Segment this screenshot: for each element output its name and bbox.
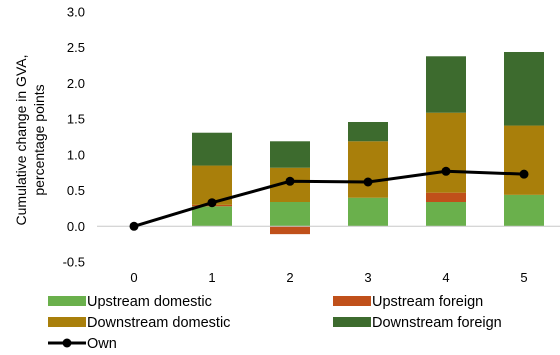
legend-label: Downstream foreign xyxy=(372,315,502,331)
legend-label: Upstream foreign xyxy=(372,294,483,310)
x-tick-label: 5 xyxy=(520,270,527,285)
own-point xyxy=(207,198,217,208)
own-point xyxy=(285,176,295,186)
x-tick-label: 2 xyxy=(286,270,293,285)
bar-segment xyxy=(192,132,232,166)
own-point xyxy=(129,221,139,231)
bar-segment xyxy=(426,202,466,227)
bar-segment xyxy=(348,141,388,198)
y-tick-label: 2.5 xyxy=(67,40,85,55)
bars xyxy=(192,52,544,235)
y-axis-title-line2: percentage points xyxy=(31,84,47,195)
y-tick-label: 3.0 xyxy=(67,5,85,20)
legend-label: Upstream domestic xyxy=(87,294,212,310)
bar-segment xyxy=(348,122,388,142)
legend-swatch xyxy=(48,296,86,306)
y-tick-label: 0.5 xyxy=(67,183,85,198)
bar-segment xyxy=(348,197,388,227)
y-tick-label: 0.0 xyxy=(67,219,85,234)
x-tick-label: 3 xyxy=(364,270,371,285)
bar-segment xyxy=(426,112,466,193)
x-tick-label: 4 xyxy=(442,270,449,285)
own-point xyxy=(363,177,373,187)
own-point xyxy=(441,166,451,176)
x-tick-label: 0 xyxy=(130,270,137,285)
legend-swatch xyxy=(48,317,86,327)
legend-label: Downstream domestic xyxy=(87,315,230,331)
own-line-series xyxy=(129,166,529,231)
bar-segment xyxy=(504,194,544,227)
legend: Upstream domestic Upstream foreign Downstr… xyxy=(48,294,502,352)
own-line xyxy=(133,169,525,228)
y-tick-label: 1.5 xyxy=(67,112,85,127)
bar-segment xyxy=(270,226,310,235)
legend-label: Own xyxy=(87,336,117,352)
y-axis-ticks: -0.5 0.0 0.5 1.0 1.5 2.0 2.5 3.0 xyxy=(63,5,85,270)
legend-marker xyxy=(62,338,72,348)
x-tick-label: 1 xyxy=(208,270,215,285)
bar-segment xyxy=(504,125,544,195)
y-tick-label: 1.0 xyxy=(67,147,85,162)
y-tick-label: 2.0 xyxy=(67,76,85,91)
bar-segment xyxy=(270,141,310,168)
bar-segment xyxy=(426,192,466,202)
bar-segment xyxy=(192,206,232,227)
legend-swatch xyxy=(333,317,371,327)
own-point xyxy=(519,169,529,179)
y-axis-title-line1: Cumulative change in GVA, xyxy=(13,55,29,226)
bar-segment xyxy=(270,202,310,227)
y-tick-label: -0.5 xyxy=(63,255,85,270)
legend-swatch xyxy=(333,296,371,306)
x-axis-ticks: 0 1 2 3 4 5 xyxy=(130,270,527,285)
bar-segment xyxy=(504,52,544,126)
bar-segment xyxy=(426,56,466,113)
